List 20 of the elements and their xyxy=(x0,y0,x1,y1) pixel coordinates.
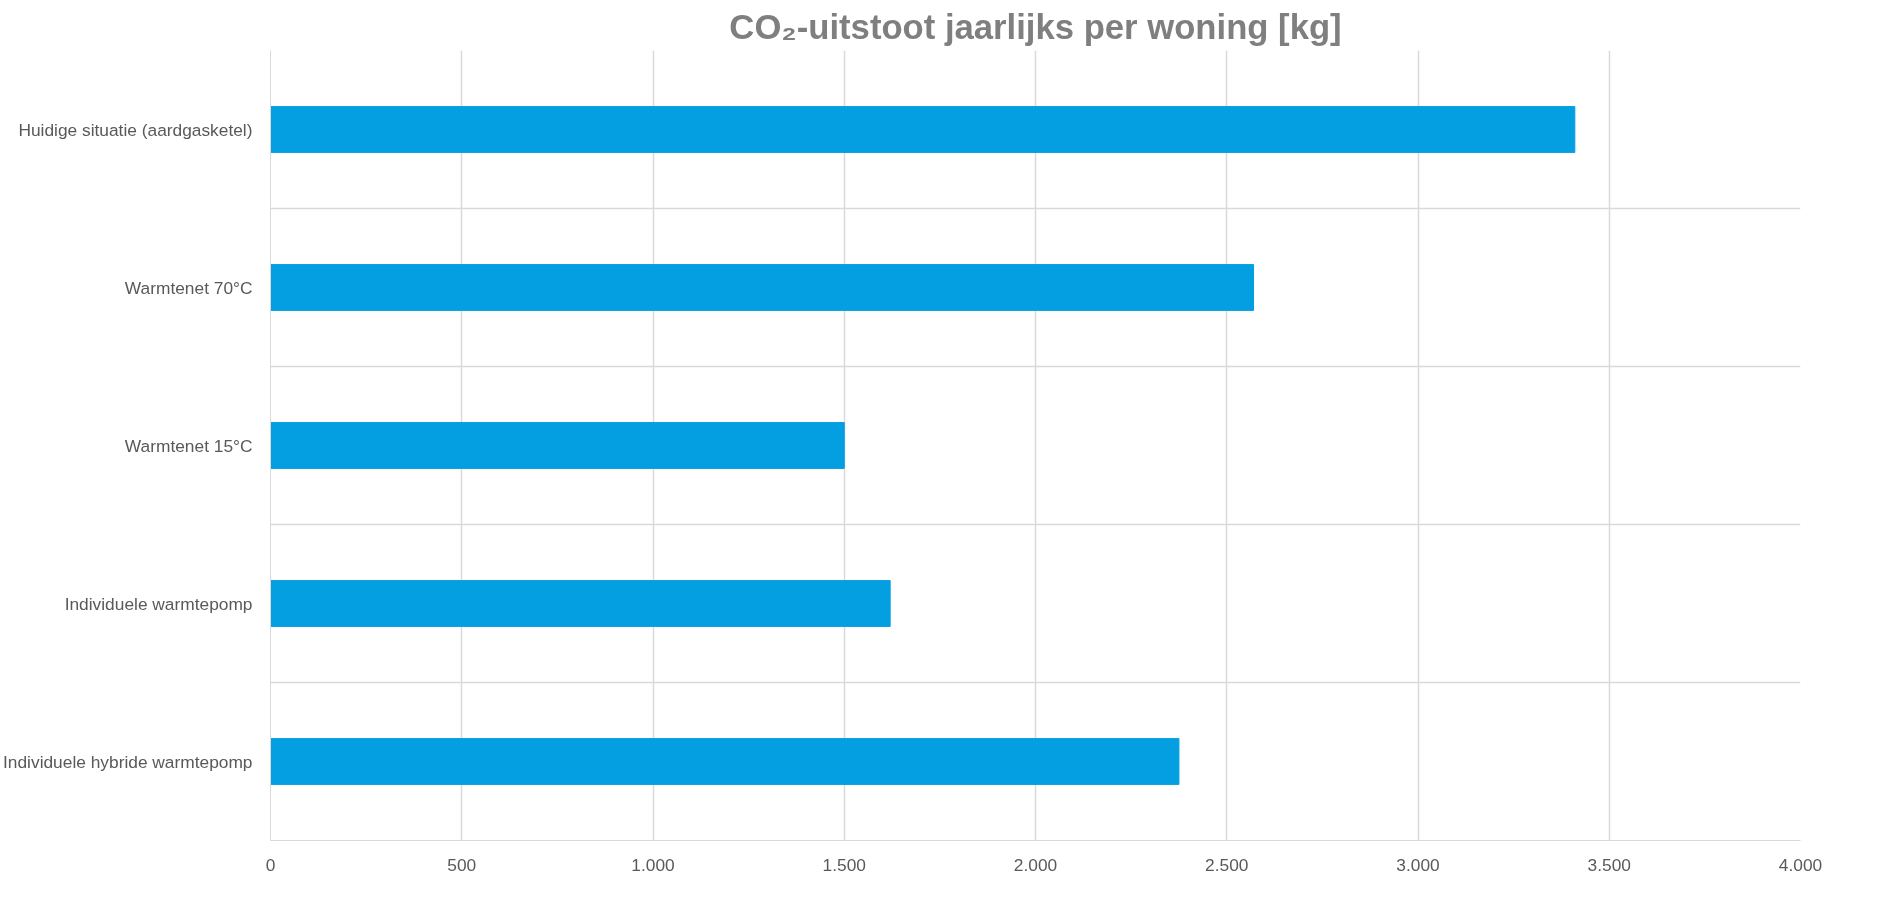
y-tick-label: Warmtenet 15°C xyxy=(124,435,253,456)
y-tick-label: Individuele hybride warmtepomp xyxy=(3,751,253,772)
bar xyxy=(270,422,845,469)
x-tick-label: 3.000 xyxy=(1396,854,1440,875)
x-tick-label: 1.000 xyxy=(631,854,675,875)
bar xyxy=(270,580,891,627)
y-tick-label: Individuele warmtepomp xyxy=(64,593,253,614)
x-tick-label: 0 xyxy=(265,854,276,875)
x-tick-label: 3.500 xyxy=(1587,854,1631,875)
x-tick-label: 1.500 xyxy=(822,854,866,875)
x-tick-label: 2.000 xyxy=(1013,854,1058,875)
bar xyxy=(270,264,1255,311)
y-tick-label: Huidige situatie (aardgasketel) xyxy=(18,119,253,140)
bar xyxy=(270,106,1576,153)
chart-title: CO₂-uitstoot jaarlijks per woning [kg] xyxy=(729,7,1342,46)
x-tick-label: 4.000 xyxy=(1778,854,1823,875)
bar xyxy=(270,738,1180,785)
x-tick-label: 500 xyxy=(447,854,477,875)
x-tick-label: 2.500 xyxy=(1205,854,1249,875)
y-tick-label: Warmtenet 70°C xyxy=(124,277,253,298)
